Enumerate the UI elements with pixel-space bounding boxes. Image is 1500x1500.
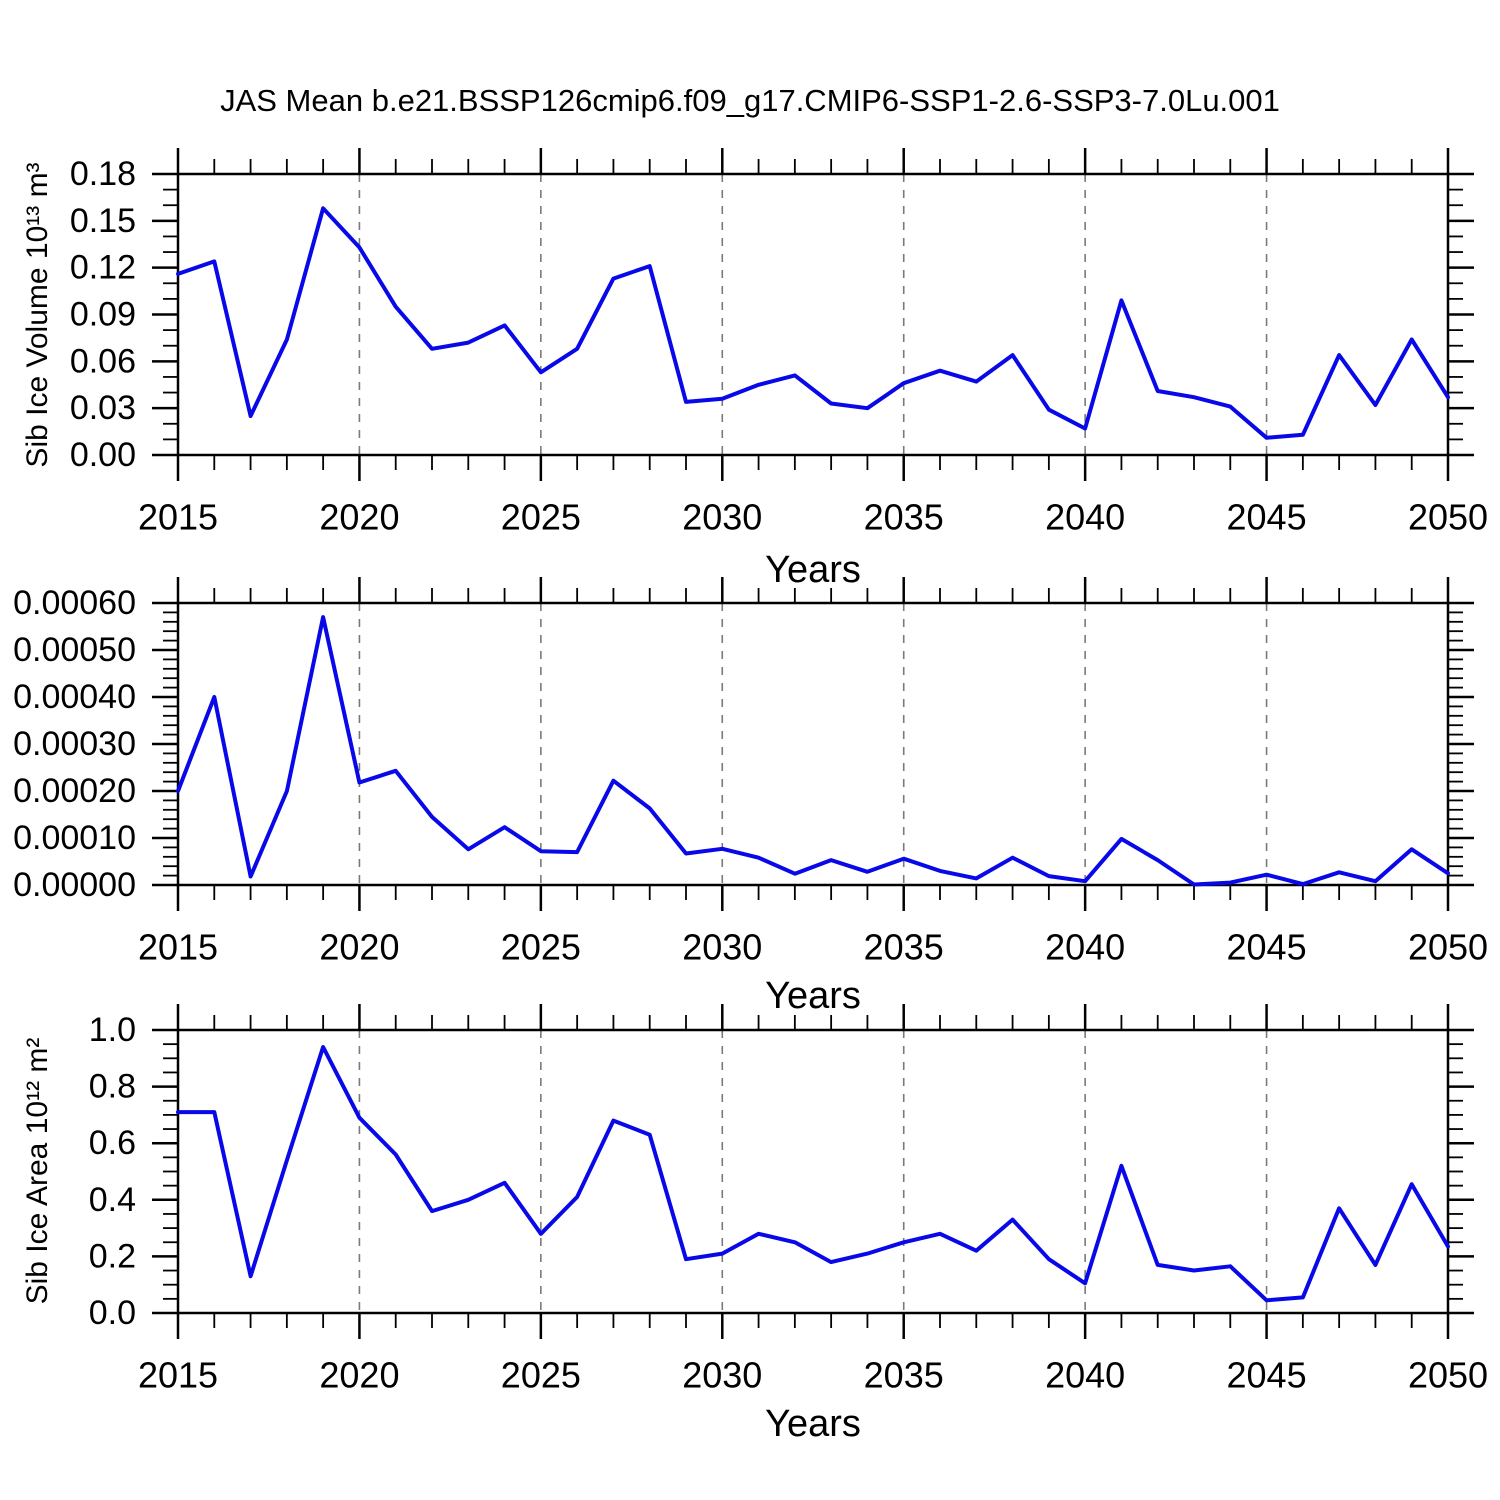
y-tick-label: 0.12 [70,249,136,287]
y-tick-label: 0.8 [89,1068,136,1106]
x-tick-label: 2040 [1045,1355,1125,1396]
x-tick-label: 2040 [1045,927,1125,968]
y-tick-label: 0.00050 [13,631,136,669]
x-tick-label: 2045 [1227,497,1307,538]
plot-box [176,601,1450,887]
panel-3: 2015 2020 2025 2030 2035 2040 2045 2050 0.0 0.2 0.… [89,1004,1488,1396]
x-tick-label: 2050 [1408,927,1488,968]
x-tick-label: 2050 [1408,497,1488,538]
y-tick-label: 0.00 [70,436,136,474]
panel2-x-axis-label: Years [765,975,861,1017]
panel1-x-axis-label: Years [765,549,861,591]
x-tick-label: 2045 [1227,1355,1307,1396]
panel-2: 2015 2020 2025 2030 2035 2040 2045 2050 0.00000 0… [13,577,1488,968]
y-tick-label: 1.0 [89,1011,136,1049]
y-tick-label: 0.00060 [13,584,136,622]
y-tick-label: 0.00000 [13,866,136,904]
x-tick-label: 2030 [682,927,762,968]
x-tick-label: 2020 [319,497,399,538]
y-tick-label: 0.03 [70,389,136,427]
plot-box [176,172,1450,457]
x-tick-label: 2025 [501,927,581,968]
y-tick-label: 0.00040 [13,678,136,716]
x-tick-label: 2020 [319,1355,399,1396]
x-tick-label: 2025 [501,497,581,538]
y-tick-label: 0.15 [70,202,136,240]
plot-box [176,1028,1450,1315]
y-tick-label: 0.09 [70,296,136,334]
data-line-panel-1 [176,206,1450,440]
x-tick-label: 2015 [138,1355,218,1396]
y-tick-label: 0.00020 [13,772,136,810]
y-tick-label: 0.00030 [13,725,136,763]
y-tick-label: 0.0 [89,1294,136,1332]
x-tick-label: 2035 [864,927,944,968]
y-tick-label: 0.18 [70,155,136,193]
x-tick-label: 2030 [682,1355,762,1396]
y-tick-label: 0.6 [89,1124,136,1162]
x-tick-label: 2015 [138,927,218,968]
x-tick-label: 2030 [682,497,762,538]
x-tick-label: 2045 [1227,927,1307,968]
x-tick-label: 2015 [138,497,218,538]
panel-1: 2015 2020 2025 2030 2035 2040 2045 2050 0.00 0.03… [70,148,1488,538]
x-tick-label: 2025 [501,1355,581,1396]
x-tick-label: 2020 [319,927,399,968]
x-tick-label: 2040 [1045,497,1125,538]
x-tick-label: 2050 [1408,1355,1488,1396]
x-tick-label: 2035 [864,497,944,538]
y-tick-label: 0.4 [89,1181,136,1219]
panel3-x-axis-label: Years [765,1403,861,1445]
y-tick-label: 0.00010 [13,819,136,857]
plot-title: JAS Mean b.e21.BSSP126cmip6.f09_g17.CMIP… [220,83,1280,118]
data-line-panel-2 [176,615,1450,887]
y-tick-label: 0.06 [70,342,136,380]
x-tick-label: 2035 [864,1355,944,1396]
data-line-panel-3 [176,1045,1450,1303]
y-tick-label: 0.2 [89,1237,136,1275]
